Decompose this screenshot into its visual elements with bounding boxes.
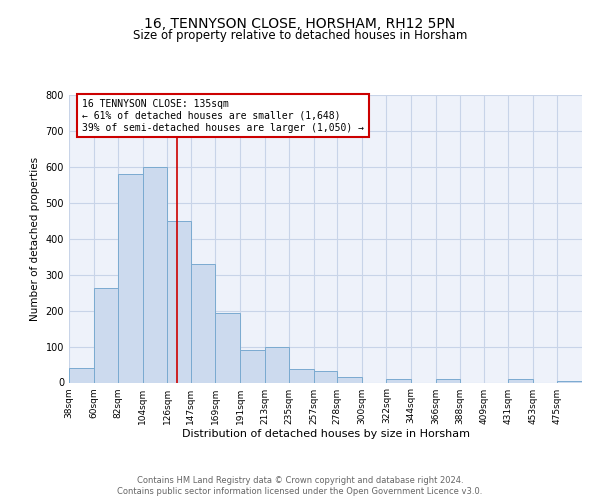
Bar: [386, 379, 411, 382]
Bar: [508, 379, 533, 382]
Bar: [265, 346, 289, 382]
X-axis label: Distribution of detached houses by size in Horsham: Distribution of detached houses by size …: [182, 430, 470, 440]
Text: Contains HM Land Registry data © Crown copyright and database right 2024.: Contains HM Land Registry data © Crown c…: [137, 476, 463, 485]
Bar: [289, 369, 314, 382]
Bar: [215, 313, 240, 382]
Bar: [167, 221, 191, 382]
Bar: [118, 174, 143, 382]
Bar: [94, 288, 118, 382]
Bar: [191, 264, 215, 382]
Text: Size of property relative to detached houses in Horsham: Size of property relative to detached ho…: [133, 28, 467, 42]
Bar: [314, 371, 337, 382]
Bar: [557, 380, 582, 382]
Bar: [436, 379, 460, 382]
Bar: [143, 167, 167, 382]
Bar: [69, 368, 94, 382]
Text: 16, TENNYSON CLOSE, HORSHAM, RH12 5PN: 16, TENNYSON CLOSE, HORSHAM, RH12 5PN: [145, 18, 455, 32]
Text: 16 TENNYSON CLOSE: 135sqm
← 61% of detached houses are smaller (1,648)
39% of se: 16 TENNYSON CLOSE: 135sqm ← 61% of detac…: [82, 100, 364, 132]
Bar: [240, 350, 265, 382]
Y-axis label: Number of detached properties: Number of detached properties: [30, 156, 40, 321]
Bar: [337, 378, 362, 382]
Text: Contains public sector information licensed under the Open Government Licence v3: Contains public sector information licen…: [118, 488, 482, 496]
